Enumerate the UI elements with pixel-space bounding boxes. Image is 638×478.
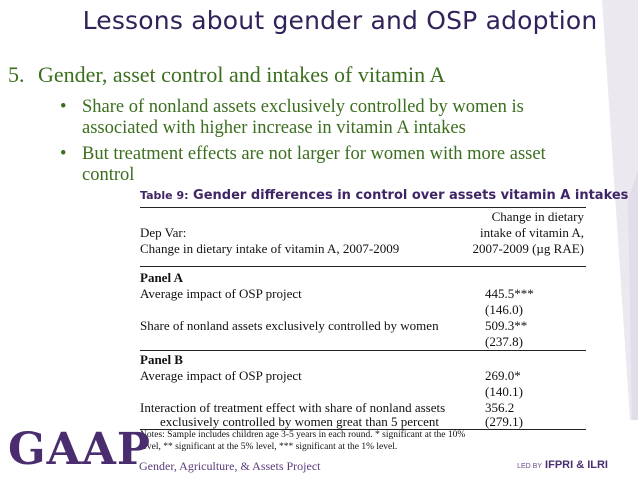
- section-number: 5.: [8, 62, 25, 87]
- bullet-list: • Share of nonland assets exclusively co…: [58, 97, 598, 191]
- led-by-label: LED BY: [517, 463, 542, 470]
- column-header-line-1: Change in dietary: [491, 209, 584, 224]
- row-label: Interaction of treatment effect with sha…: [140, 400, 446, 415]
- panel-b-label: Panel B: [140, 352, 183, 367]
- row-label: Average impact of OSP project: [140, 368, 302, 383]
- table-notes: Notes: Sample includes children age 3-5 …: [140, 430, 466, 452]
- bullet-dot-icon: •: [60, 144, 67, 164]
- row-std-error: (146.0): [485, 302, 523, 317]
- bullet-item: • But treatment effects are not larger f…: [58, 144, 598, 186]
- section-heading: 5. Gender, asset control and intakes of v…: [5, 62, 445, 88]
- slide-title: Lessons about gender and OSP adoption: [82, 6, 598, 35]
- table-label: Table 9:: [140, 189, 189, 202]
- row-value: 445.5***: [485, 286, 534, 301]
- row-value: 269.0*: [485, 368, 521, 383]
- row-label-continued: exclusively controlled by women great th…: [160, 414, 440, 429]
- row-std-error: (279.1): [485, 414, 523, 429]
- panel-divider-rule: [140, 350, 586, 351]
- bullet-text: But treatment effects are not larger for…: [82, 144, 546, 185]
- row-label: Share of nonland assets exclusively cont…: [140, 318, 439, 333]
- bullet-text: Share of nonland assets exclusively cont…: [82, 97, 524, 138]
- column-header-line-2: intake of vitamin A,: [480, 225, 584, 240]
- row-label: Average impact of OSP project: [140, 286, 302, 301]
- section-title: Gender, asset control and intakes of vit…: [38, 62, 446, 87]
- table-header-rule: [140, 266, 586, 267]
- table-title-text: Gender differences in control over asset…: [193, 188, 629, 203]
- table-title: Table 9: Gender differences in control o…: [140, 188, 628, 203]
- bullet-item: • Share of nonland assets exclusively co…: [58, 97, 598, 139]
- row-value: 356.2: [485, 400, 515, 415]
- table-top-rule: [140, 207, 586, 208]
- row-value: 509.3**: [485, 318, 528, 333]
- led-by-partners: LED BY IFPRI & ILRI: [517, 459, 608, 471]
- table-bottom-rule: [140, 429, 586, 430]
- dep-var-label: Dep Var:: [140, 225, 187, 240]
- partner-names: IFPRI & ILRI: [545, 459, 608, 471]
- bullet-dot-icon: •: [60, 97, 67, 117]
- dep-var-description: Change in dietary intake of vitamin A, 2…: [140, 241, 400, 256]
- gaap-logo: GAAP: [8, 424, 151, 475]
- row-std-error: (237.8): [485, 334, 523, 349]
- logo-subtitle: Gender, Agriculture, & Assets Project: [139, 459, 321, 473]
- row-std-error: (140.1): [485, 384, 523, 399]
- panel-a-label: Panel A: [140, 270, 183, 285]
- column-header-line-3: 2007-2009 (µg RAE): [472, 241, 584, 256]
- decorative-accent-shape: [602, 0, 638, 420]
